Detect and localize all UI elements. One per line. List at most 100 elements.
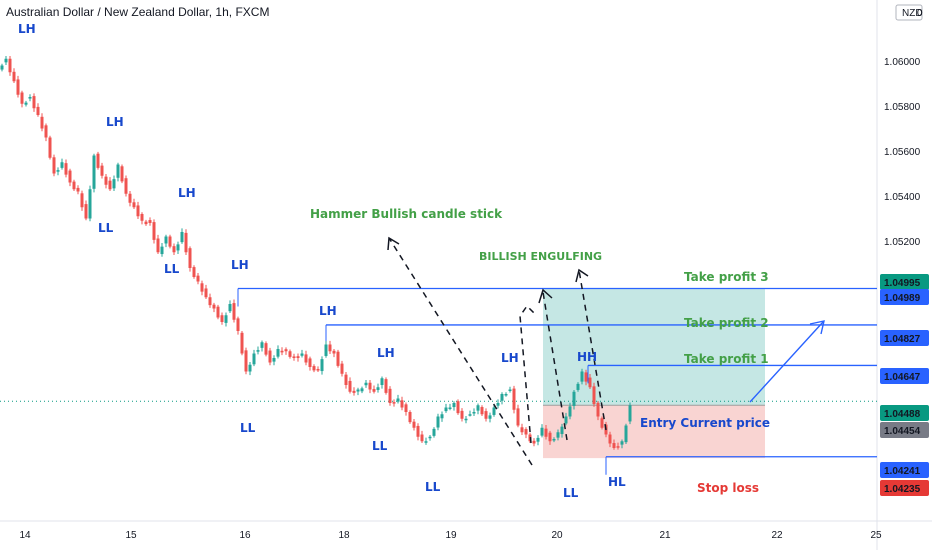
candle-body xyxy=(264,343,268,355)
candle-body xyxy=(52,157,56,174)
y-tick-label: 1.05600 xyxy=(884,147,921,158)
candle-body xyxy=(392,402,396,404)
dashed-arrow-engulf-2 xyxy=(578,269,607,431)
structure-label: LH xyxy=(377,346,395,360)
candle-body xyxy=(328,344,332,352)
candle-body xyxy=(248,364,252,372)
candle-body xyxy=(292,356,296,358)
profit-zone xyxy=(543,288,765,406)
projection-arrow xyxy=(749,321,824,403)
trade-zones xyxy=(543,288,765,459)
candle-body xyxy=(480,407,484,415)
candle-body xyxy=(220,315,224,322)
time-axis-ticks: 14 15 16 18 19 20 21 22 25 xyxy=(19,530,882,541)
candle-body xyxy=(80,193,84,208)
candle-body xyxy=(168,236,172,247)
candle-body xyxy=(192,267,196,277)
y-tick-label: 1.06000 xyxy=(884,57,921,68)
candle-body xyxy=(204,288,208,298)
candle-body xyxy=(412,421,416,428)
candle-body xyxy=(340,363,344,374)
structure-label: LL xyxy=(164,262,180,276)
candle-body xyxy=(312,366,316,371)
candle-body xyxy=(244,350,248,372)
candle-body xyxy=(208,297,212,306)
candle-body xyxy=(260,342,264,348)
annotation-engulfing: BILLISH ENGULFING xyxy=(479,250,602,263)
candle-body xyxy=(504,394,508,396)
candle-body xyxy=(184,232,188,253)
candle-body xyxy=(132,202,136,208)
currency-badge-label: NZD xyxy=(902,8,923,19)
market-structure-labels: LH LH LL LH LL LH LL LH LH LL LH LL HH LL HL xyxy=(18,22,626,500)
candle-body xyxy=(276,349,280,357)
price-tag xyxy=(880,480,929,496)
candle-body xyxy=(560,426,564,435)
candle-body xyxy=(372,389,376,392)
candle-body xyxy=(40,116,44,129)
candle-body xyxy=(240,332,244,354)
annotations: Hammer Bullish candle stick BILLISH ENGU… xyxy=(310,207,770,495)
price-tag xyxy=(880,289,929,305)
dashed-arrow-hammer xyxy=(388,237,533,466)
arrow-head xyxy=(809,320,825,335)
structure-label: LH xyxy=(178,186,196,200)
candle-body xyxy=(104,176,108,185)
candle-body xyxy=(456,401,460,414)
candle-body xyxy=(492,407,496,415)
y-tick-label: 1.05800 xyxy=(884,102,921,113)
candle-body xyxy=(128,193,132,203)
candle-body xyxy=(376,387,380,390)
structure-label: LH xyxy=(319,304,337,318)
price-tag xyxy=(880,330,929,346)
arrow-head xyxy=(538,288,553,304)
y-tick-label: 1.05400 xyxy=(884,192,921,203)
candle-body xyxy=(212,304,216,309)
structure-label: LH xyxy=(18,22,36,36)
price-tag-label: 1.04241 xyxy=(884,466,921,477)
candle-body xyxy=(576,383,580,390)
candle-body xyxy=(424,441,428,443)
candle-body xyxy=(592,386,596,405)
candle-body xyxy=(100,165,104,176)
price-tag xyxy=(880,274,929,290)
candle-body xyxy=(36,106,40,115)
candle-body xyxy=(28,97,32,99)
candle-body xyxy=(272,358,276,362)
candle-body xyxy=(68,170,72,183)
candle-body xyxy=(368,382,372,390)
structure-label: LL xyxy=(372,439,388,453)
structure-label: LL xyxy=(240,421,256,435)
price-tag xyxy=(880,368,929,384)
candle-body xyxy=(584,372,588,382)
candle-body xyxy=(64,163,68,175)
candle-body xyxy=(348,380,352,392)
currency-badge[interactable]: NZD 0 xyxy=(895,4,923,21)
candle-body xyxy=(508,389,512,391)
structure-label: LL xyxy=(425,480,441,494)
candle-body xyxy=(356,389,360,392)
candle-body xyxy=(136,205,140,217)
candle-body xyxy=(108,180,112,190)
price-tag xyxy=(880,422,929,438)
candle-body xyxy=(448,407,452,409)
candle-body xyxy=(580,371,584,382)
candle-body xyxy=(408,412,412,423)
candle-body xyxy=(224,315,228,323)
candle-body xyxy=(112,179,116,189)
candle-body xyxy=(304,354,308,363)
y-tick-label: 1.05200 xyxy=(884,237,921,248)
currency-badge-zero: 0 xyxy=(917,8,923,19)
price-tag xyxy=(880,462,929,478)
candle-body xyxy=(236,318,240,331)
candle-body xyxy=(332,350,336,354)
candle-body xyxy=(268,350,272,363)
candle-body xyxy=(60,162,64,168)
candle-body xyxy=(568,406,572,417)
candle-body xyxy=(484,411,488,419)
candle-body xyxy=(600,418,604,428)
candle-body xyxy=(300,353,304,356)
annotation-hammer: Hammer Bullish candle stick xyxy=(310,207,503,221)
x-tick-label: 14 xyxy=(19,530,31,541)
